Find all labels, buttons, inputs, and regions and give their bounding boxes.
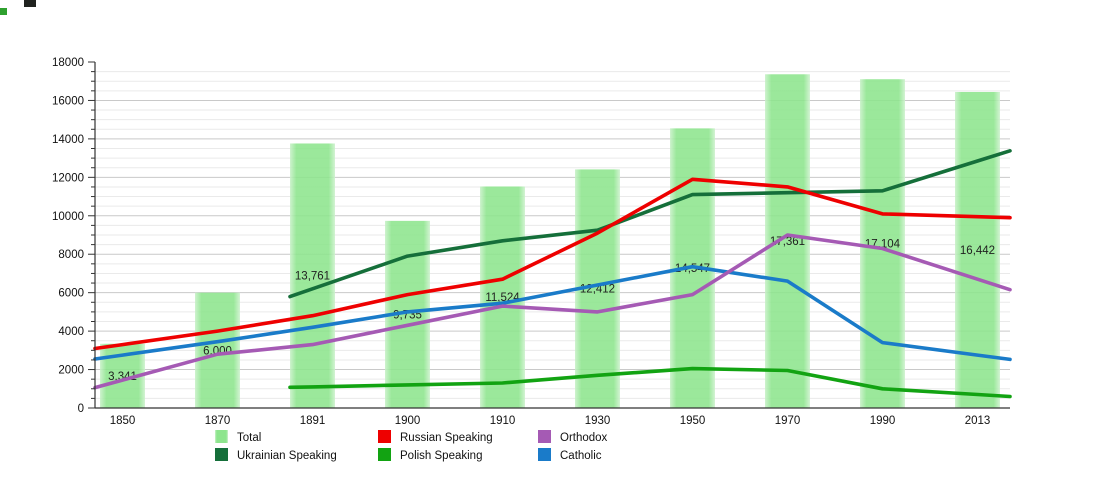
series-line-ukrainian-speaking: [288, 149, 1012, 299]
y-tick-label: 2000: [58, 365, 84, 377]
y-tick-label: 14000: [52, 134, 84, 146]
x-tick-label: 1950: [680, 415, 706, 427]
y-tick-label: 6000: [58, 288, 84, 300]
x-tick-label: 2013: [965, 415, 991, 427]
legend-label-polish-speaking: Polish Speaking: [400, 450, 482, 462]
legend-swatch-catholic: [538, 448, 551, 461]
y-tick-label: 8000: [58, 249, 84, 261]
y-tick-label: 4000: [58, 326, 84, 338]
legend-label-total: Total: [237, 432, 261, 444]
x-tick-label: 1850: [110, 415, 136, 427]
legend-swatch-russian-speaking: [378, 430, 391, 443]
total-bar: [860, 79, 905, 408]
x-tick-label: 1930: [585, 415, 611, 427]
x-tick-label: 1900: [395, 415, 421, 427]
x-tick-label: 1870: [205, 415, 231, 427]
total-bar: [290, 143, 335, 408]
legend-label-orthodox: Orthodox: [560, 432, 608, 444]
y-tick-labels: 0 2000 4000 6000 8000 10000 12000 14000 16000 180…: [52, 57, 84, 415]
bar-value-label: 13,761: [295, 271, 330, 283]
legend-label-ukrainian-speaking: Ukrainian Speaking: [237, 450, 337, 462]
corner-artifact: [24, 0, 36, 7]
y-tick-label: 16000: [52, 95, 84, 107]
legend-label-catholic: Catholic: [560, 450, 602, 462]
corner-artifacts: [0, 0, 36, 15]
total-bar: [765, 74, 810, 409]
legend-label-russian-speaking: Russian Speaking: [400, 432, 493, 444]
legend-swatch-orthodox: [538, 430, 551, 443]
x-tick-label: 1990: [870, 415, 896, 427]
x-tick-label: 1910: [490, 415, 516, 427]
y-tick-label: 0: [78, 403, 84, 415]
total-bar: [195, 292, 240, 408]
legend: Total Russian Speaking Orthodox Ukrainian S…: [215, 430, 608, 462]
series-line-russian-speaking: [93, 177, 1012, 351]
y-tick-label: 10000: [52, 211, 84, 223]
y-tick-label: 12000: [52, 172, 84, 184]
total-bar: [480, 186, 525, 408]
x-tick-label: 1970: [775, 415, 801, 427]
bar-value-label: 14,547: [675, 263, 710, 275]
legend-swatch-ukrainian-speaking: [215, 448, 228, 461]
corner-artifact: [0, 8, 7, 15]
y-tick-label: 18000: [52, 57, 84, 69]
legend-swatch-polish-speaking: [378, 448, 391, 461]
series-line-orthodox: [93, 233, 1012, 390]
series-line-polish-speaking: [288, 366, 1012, 399]
x-tick-labels: 1850 1870 1891 1900 1910 1930 1950 1970 1990 2013: [110, 415, 991, 427]
axes: [88, 61, 1010, 409]
x-tick-label: 1891: [300, 415, 326, 427]
bar-value-label: 16,442: [960, 245, 995, 257]
legend-swatch-total: [215, 430, 228, 443]
series-line-catholic: [93, 264, 1012, 362]
